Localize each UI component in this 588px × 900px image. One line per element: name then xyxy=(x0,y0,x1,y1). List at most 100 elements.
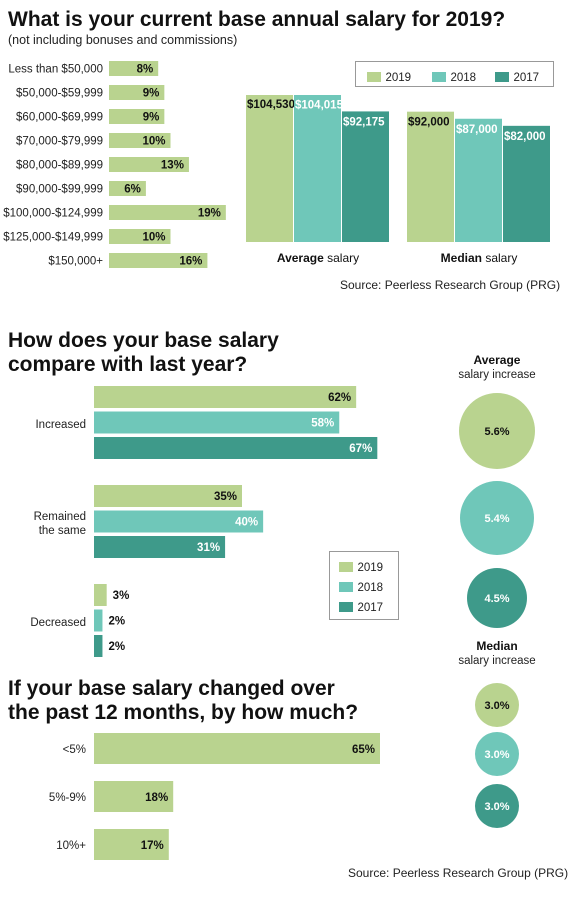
category-label-median: Median salary xyxy=(441,251,518,265)
data-label-increased-2019: 62% xyxy=(328,392,351,404)
legend2-swatch-2017 xyxy=(339,601,353,612)
bubble-label-average-2019: 5.6% xyxy=(484,426,509,438)
data-label-less-than-50-000: 8% xyxy=(137,64,154,76)
legend-swatch-2019 xyxy=(367,71,381,82)
bubble-group-title-average: Average xyxy=(474,353,521,367)
category-label-125-000-149-999: $125,000-$149,999 xyxy=(3,232,103,244)
legend-swatch-2018 xyxy=(432,71,446,82)
bubble-label-median-2019: 3.0% xyxy=(484,700,509,712)
legend-item-2019: 2019 xyxy=(367,68,411,86)
bar-median-2018 xyxy=(455,118,502,242)
legend2-swatch-2018 xyxy=(339,581,353,592)
salary-change-amount-chart: <5% 65% 5%-9% 18% 10%+ 17% xyxy=(49,733,380,860)
data-label-50-000-59-999: 9% xyxy=(143,88,160,100)
bubble-label-median-2017: 3.0% xyxy=(484,801,509,813)
legend-item-2017: 2017 xyxy=(495,68,539,86)
bar-remained-the-same-2019 xyxy=(94,485,242,507)
data-label-remained-the-same-2018: 40% xyxy=(235,517,258,529)
data-label-decreased-2019: 3% xyxy=(113,590,130,602)
section1-title: What is your current base annual salary … xyxy=(8,8,506,31)
data-label-remained-the-same-2019: 35% xyxy=(214,491,237,503)
comparison-legend: 2019 2018 2017 xyxy=(329,551,399,620)
bar-median-2019 xyxy=(407,111,454,243)
bar-125-000-149-999 xyxy=(109,229,171,244)
bubble-average-2019 xyxy=(459,393,535,469)
data-label-decreased-2017: 2% xyxy=(108,641,125,653)
category-label-70-000-79-999: $70,000-$79,999 xyxy=(16,136,103,148)
category-label-90-000-99-999: $90,000-$99,999 xyxy=(16,184,103,196)
section3-title-line2: the past 12 months, by how much? xyxy=(8,701,359,724)
data-label-5: 65% xyxy=(352,744,375,756)
legend-item-2018: 2018 xyxy=(432,68,476,86)
legend-label-2017: 2017 xyxy=(513,72,540,84)
average-median-salary-chart: $104,530 $104,015 $92,175 Average salary $92… xyxy=(246,95,550,265)
bar-increased-2018 xyxy=(94,411,340,434)
bar-70-000-79-999 xyxy=(109,133,171,148)
bubble-label-median-2018: 3.0% xyxy=(484,749,509,761)
data-label-increased-2018: 58% xyxy=(311,418,334,430)
bubble-label-average-2017: 4.5% xyxy=(484,593,509,605)
data-label-60-000-69-999: 9% xyxy=(143,112,160,124)
salary-distribution-chart: Less than $50,000 8% $50,000-$59,999 9% $60,… xyxy=(3,61,226,268)
bar-less-than-50-000 xyxy=(109,61,159,76)
category-label-5-9: 5%-9% xyxy=(49,792,86,804)
category-label-increased: Increased xyxy=(35,419,86,431)
bar-decreased-2019 xyxy=(94,584,107,606)
bar-60-000-69-999 xyxy=(109,109,165,124)
bar-average-2018 xyxy=(294,95,341,242)
section1-subtitle: (not including bonuses and commissions) xyxy=(8,33,238,47)
bubble-group-subtitle-median: salary increase xyxy=(458,655,535,667)
data-label-10: 17% xyxy=(141,840,164,852)
bubble-average-2017 xyxy=(467,568,527,628)
section3-title: If your base salary changed over the pas… xyxy=(8,677,358,725)
category-label-10: 10%+ xyxy=(56,840,86,852)
category-label-less-than-50-000: Less than $50,000 xyxy=(8,64,103,76)
legend-swatch-2017 xyxy=(495,71,509,82)
data-label-80-000-89-999: 13% xyxy=(161,160,184,172)
bar-remained-the-same-2018 xyxy=(94,510,264,533)
category-label-60-000-69-999: $60,000-$69,999 xyxy=(16,112,103,124)
category-label-100-000-124-999: $100,000-$124,999 xyxy=(3,208,103,220)
bar-increased-2017 xyxy=(94,437,378,459)
bar-5-9 xyxy=(94,781,174,812)
salary-increase-bubbles: Average salary increase 5.6% 5.4% 4.5% Median… xyxy=(458,353,536,828)
bar-5 xyxy=(94,733,380,764)
data-label-average-2018: $104,015 xyxy=(295,100,344,112)
data-label-150-000: 16% xyxy=(179,256,202,268)
legend2-item-2018: 2018 xyxy=(339,578,383,596)
section3-source: Source: Peerless Research Group (PRG) xyxy=(348,866,569,880)
data-label-average-2017: $92,175 xyxy=(343,116,385,128)
legend2-item-2019: 2019 xyxy=(339,558,383,576)
legend2-label-2019: 2019 xyxy=(357,562,384,574)
legend2-swatch-2019 xyxy=(339,561,353,572)
data-label-decreased-2018: 2% xyxy=(108,616,125,628)
bubble-median-2017 xyxy=(475,784,519,828)
bar-90-000-99-999 xyxy=(109,181,146,196)
legend2-item-2017: 2017 xyxy=(339,598,383,616)
bar-decreased-2017 xyxy=(94,635,103,657)
data-label-70-000-79-999: 10% xyxy=(142,136,165,148)
salary-comparison-chart: 62% 58% 67% Increased 35% 40% 31% Remained the s… xyxy=(30,386,378,657)
legend-label-2018: 2018 xyxy=(450,72,477,84)
bar-150-000 xyxy=(109,253,208,268)
category-label-5: <5% xyxy=(63,744,86,756)
section3-title-line1: If your base salary changed over xyxy=(8,677,335,700)
data-label-median-2018: $87,000 xyxy=(456,124,498,136)
category-label-decreased: Decreased xyxy=(30,617,86,629)
category-label-150-000: $150,000+ xyxy=(48,256,103,268)
data-label-median-2017: $82,000 xyxy=(504,131,546,143)
bar-100-000-124-999 xyxy=(109,205,226,220)
bar-remained-the-same-2017 xyxy=(94,536,226,558)
bar-median-2017 xyxy=(503,125,550,242)
bar-average-2019 xyxy=(246,95,293,242)
bar-decreased-2018 xyxy=(94,609,103,632)
category-label-remained-the-same: Remained the same xyxy=(34,511,86,537)
section2-title: How does your base salary compare with l… xyxy=(8,329,279,377)
bubble-median-2019 xyxy=(475,683,519,727)
legend-label-2019: 2019 xyxy=(385,72,412,84)
section2-title-line1: How does your base salary xyxy=(8,329,279,352)
salary-legend: 2019 2018 2017 xyxy=(355,61,554,87)
legend2-label-2017: 2017 xyxy=(357,602,384,614)
bar-10 xyxy=(94,829,169,860)
bar-80-000-89-999 xyxy=(109,157,189,172)
